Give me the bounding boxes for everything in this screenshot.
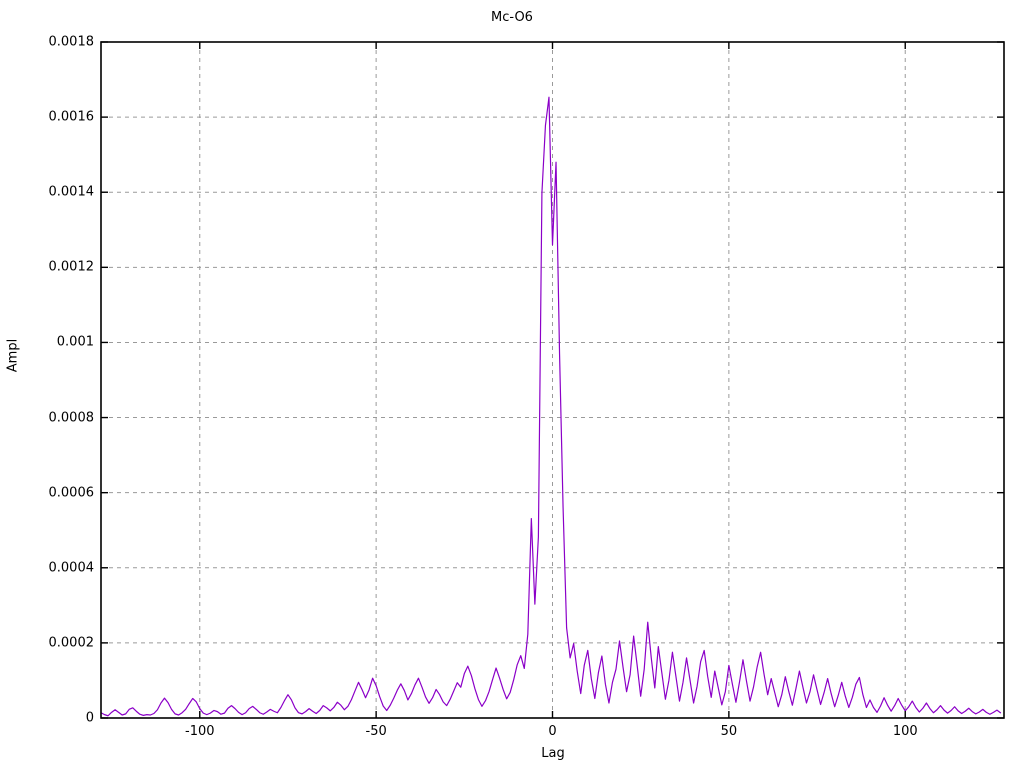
x-tick-label: 50	[720, 724, 738, 739]
y-tick-label: 0.0008	[48, 410, 95, 426]
y-tick-label: 0.0002	[48, 635, 95, 651]
x-axis-label: Lag	[541, 746, 565, 761]
y-tick-label: 0	[85, 710, 94, 726]
page-title: Mc-O6	[491, 10, 533, 25]
x-tick-label: 0	[548, 724, 557, 739]
y-tick-label: 0.0018	[48, 34, 95, 50]
tick-marks	[101, 41, 1004, 719]
y-tick-label: 0.001	[56, 334, 94, 350]
y-tick-label: 0.0014	[48, 184, 95, 200]
x-tick-label: -100	[185, 724, 215, 739]
y-tick-label: 0.0004	[48, 560, 95, 576]
y-tick-label: 0.0016	[48, 109, 95, 125]
x-tick-label: 100	[892, 724, 918, 739]
y-tick-label: 0.0006	[48, 485, 95, 501]
y-axis-tick-labels: 0 0.0002 0.0004 0.0006 0.0008 0.001 0.0012 0.00…	[8, 0, 95, 768]
x-tick-label: -50	[365, 724, 387, 739]
data-series-line	[100, 96, 1002, 717]
gridlines	[101, 41, 1004, 718]
y-tick-label: 0.0012	[48, 259, 95, 275]
